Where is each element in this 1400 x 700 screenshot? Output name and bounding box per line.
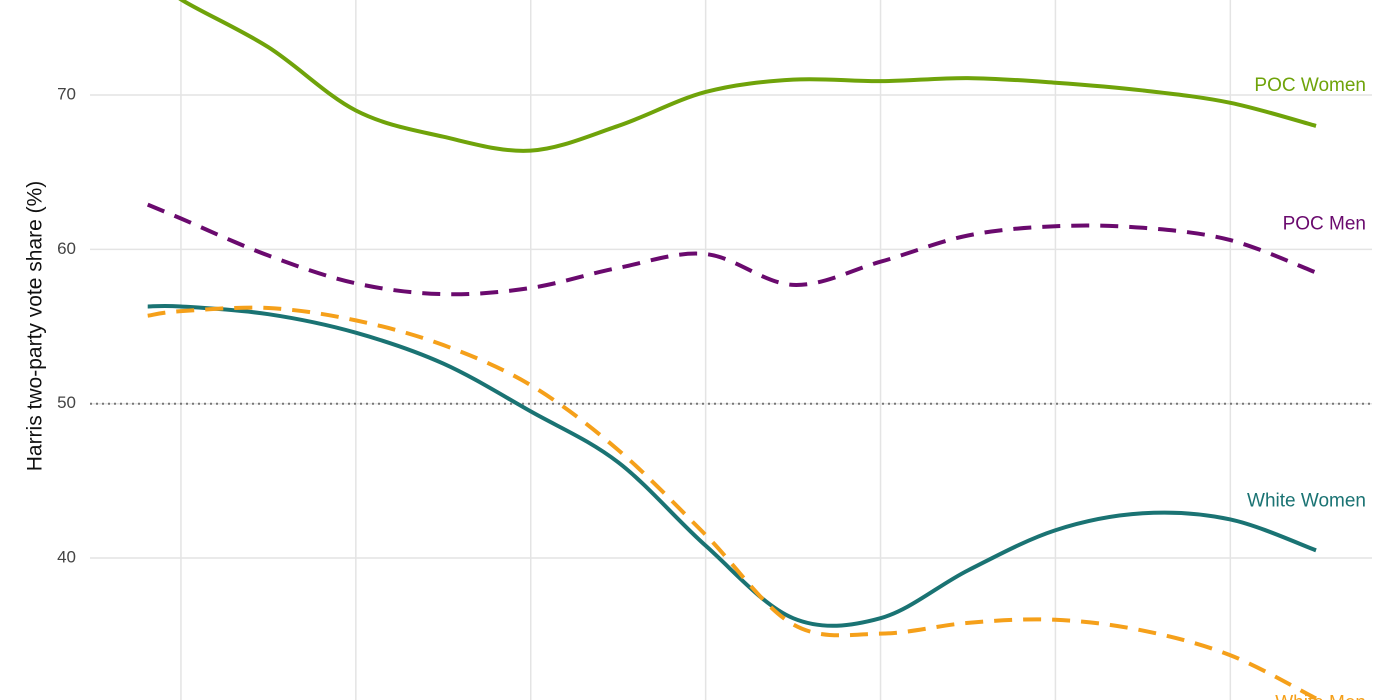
series-line [146,202,1317,297]
series-label: POC Women [1254,75,1366,96]
series-label: White Men [1275,692,1366,700]
series-label: POC Men [1283,214,1366,235]
series-line [147,305,1317,700]
series-line [147,303,1317,628]
y-tick-label: 40 [57,548,76,567]
y-tick-label: 70 [57,85,76,104]
y-axis-label: Harris two-party vote share (%) [24,181,47,472]
series-label: White Women [1247,490,1366,511]
plot-area [146,0,1317,700]
y-tick-label: 50 [57,393,76,412]
series-line [178,0,1317,153]
y-tick-label: 60 [57,239,76,258]
